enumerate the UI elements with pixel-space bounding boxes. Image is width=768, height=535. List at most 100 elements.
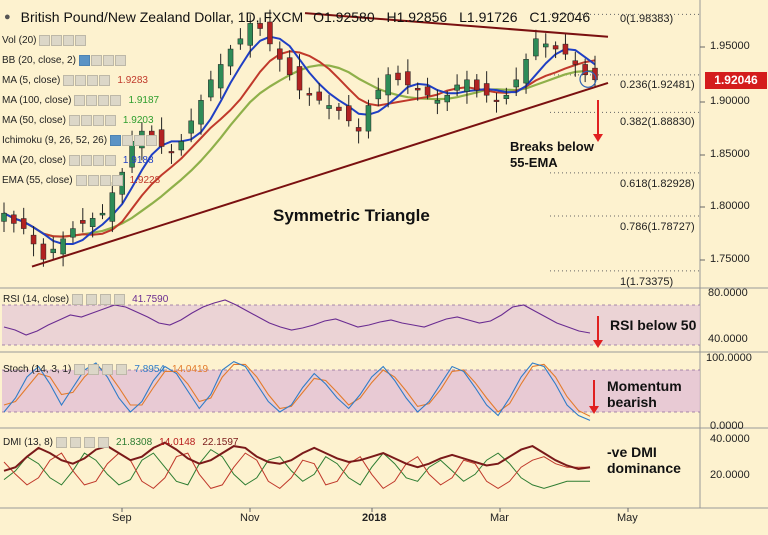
rsi-label: RSI (14, close) 41.7590 [3,294,168,305]
eye-icon[interactable] [56,437,68,448]
close-icon[interactable] [92,114,104,126]
settings-icon[interactable] [80,114,92,126]
candle-body [434,100,441,104]
eye-icon[interactable] [68,154,80,166]
close-icon[interactable] [99,174,111,186]
candle-body [405,71,411,86]
stoch-k-line [3,360,591,421]
indicator-row[interactable]: EMA (55, close) 1.9228 [2,172,160,188]
indicator-value: 1.9187 [128,94,160,106]
indicator-buttons [74,94,122,106]
indicator-row[interactable]: MA (100, close) 1.9187 [2,92,159,108]
eye-icon[interactable] [72,294,84,305]
settings-icon[interactable] [86,94,98,106]
rsi-line [3,299,591,336]
more-icon[interactable] [110,94,122,106]
close-icon[interactable] [134,134,146,146]
close-icon[interactable] [102,364,114,375]
candle-body [99,212,106,216]
more-icon[interactable] [114,294,126,305]
candle-body [208,79,214,98]
candle-body [444,94,450,103]
more-icon[interactable] [116,364,128,375]
eye-icon[interactable] [74,364,86,375]
eye-icon[interactable] [39,34,51,46]
close-icon[interactable] [98,94,110,106]
settings-icon[interactable] [88,364,100,375]
eye-icon[interactable] [68,114,80,126]
candle-body [306,93,313,96]
indicator-row[interactable]: Ichimoku (9, 26, 52, 26) [2,132,164,148]
stoch-annotation: Momentum bearish [607,378,682,410]
candle-body [227,48,234,67]
settings-icon[interactable] [51,34,63,46]
price-tick: 1.90000 [710,95,750,107]
candle-body [395,72,401,81]
settings-icon[interactable] [75,74,87,86]
settings-icon[interactable] [122,134,134,146]
instrument-title: British Pound/New Zealand Dollar, 1D, FX… [20,9,304,25]
triangle-lower-line [31,81,609,268]
candle-body [464,79,470,92]
more-icon[interactable] [75,34,87,46]
candle-body [562,43,569,55]
candle-body [60,238,66,255]
close-icon[interactable] [84,437,96,448]
time-label: Mar [490,512,509,524]
eye-icon[interactable] [75,174,87,186]
indicator-row[interactable]: Vol (20) [2,32,93,48]
close-icon[interactable] [102,54,114,66]
more-icon[interactable] [146,134,158,146]
settings-icon[interactable] [90,54,102,66]
candle-body [572,60,579,65]
candle-body [424,86,431,96]
close-icon[interactable] [100,294,112,305]
settings-icon[interactable] [87,174,99,186]
more-icon[interactable] [98,437,110,448]
close-icon[interactable] [63,34,75,46]
candle-body [277,48,283,60]
more-icon[interactable] [104,154,116,166]
indicator-row[interactable]: MA (20, close) 1.9188 [2,152,154,168]
more-icon[interactable] [114,54,126,66]
eye-icon[interactable] [74,94,86,106]
fib-label: 0(1.98383) [620,13,674,25]
more-icon[interactable] [99,74,111,86]
candle-body [1,212,7,222]
indicator-label: MA (20, close) [2,154,66,166]
indicator-row[interactable]: MA (50, close) 1.9203 [2,112,154,128]
candle-body [326,105,332,109]
candle-body [513,79,519,88]
candle-body [454,84,460,91]
stoch-tick: 100.0000 [706,352,752,364]
dmi-annotation: -ve DMI dominance [607,444,681,476]
eye-icon[interactable] [110,134,122,146]
breaks-arrow-head [593,134,603,142]
more-icon[interactable] [104,114,116,126]
stoch-name: Stoch (14, 3, 1) [3,364,72,375]
close-icon[interactable] [92,154,104,166]
indicator-label: BB (20, close, 2) [2,54,76,66]
more-icon[interactable] [111,174,123,186]
close-icon[interactable] [87,74,99,86]
indicator-row[interactable]: MA (5, close) 1.9283 [2,72,148,88]
price-tick: 1.85000 [710,148,750,160]
dmi-name: DMI (13, 8) [3,437,54,448]
candle-body [158,129,165,147]
indicator-label: MA (100, close) [2,94,72,106]
candle-body [11,214,17,224]
settings-icon[interactable] [70,437,82,448]
settings-icon[interactable] [86,294,98,305]
breaks-annotation: Breaks below 55-EMA [510,139,594,171]
candle-body [178,141,185,151]
settings-icon[interactable] [80,154,92,166]
indicator-row[interactable]: BB (20, close, 2) [2,52,133,68]
eye-icon[interactable] [63,74,75,86]
indicator-value: 1.9228 [129,174,161,186]
indicator-label: MA (50, close) [2,114,66,126]
candle-body [316,91,322,101]
fib-label: 0.236(1.92481) [620,79,695,91]
eye-icon[interactable] [78,54,90,66]
candle-body [414,87,421,91]
